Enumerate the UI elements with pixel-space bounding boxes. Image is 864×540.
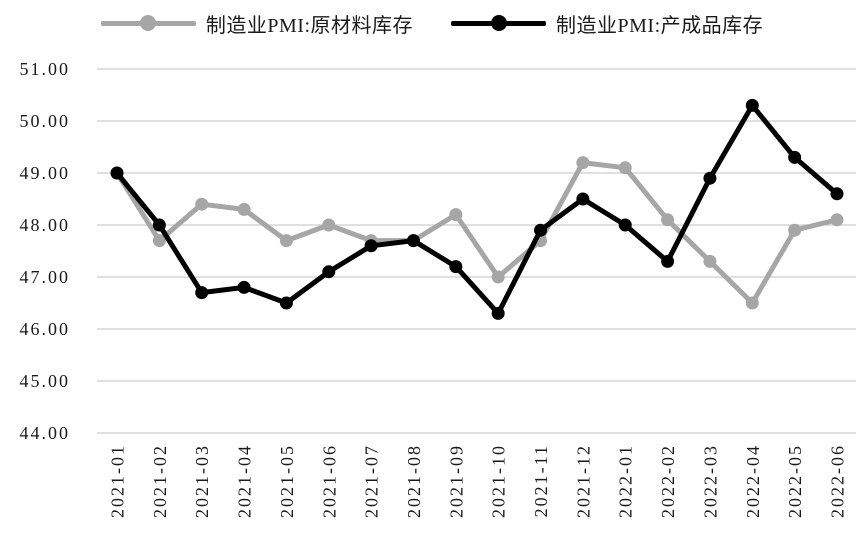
data-point (364, 239, 378, 253)
x-tick-label: 2021-09 (446, 444, 466, 518)
dot-icon (490, 15, 507, 31)
data-point (152, 234, 166, 248)
y-tick-label: 44.00 (20, 423, 71, 443)
data-point (195, 197, 209, 211)
dot-icon (140, 15, 157, 31)
y-tick-label: 47.00 (20, 267, 71, 287)
y-tick-label: 48.00 (20, 215, 71, 235)
data-point (322, 265, 336, 279)
x-tick-label: 2021-07 (362, 444, 382, 518)
data-point (703, 254, 717, 268)
data-point (618, 161, 632, 175)
data-point (237, 280, 251, 294)
data-point (788, 223, 802, 237)
line-dot-marker-icon (451, 15, 546, 31)
data-point (703, 171, 717, 185)
series-line-0 (114, 160, 840, 306)
x-tick-label: 2021-01 (108, 444, 128, 518)
x-tick-label: 2021-04 (235, 444, 255, 518)
data-point (110, 166, 124, 180)
y-tick-label: 50.00 (20, 111, 71, 131)
y-tick-label: 46.00 (20, 319, 71, 339)
legend-item-raw-materials: 制造业PMI:原材料库存 (100, 9, 413, 38)
x-tick-label: 2022-02 (658, 444, 678, 518)
line-dot-marker-icon (100, 15, 196, 31)
data-point (661, 213, 675, 227)
data-point (449, 208, 463, 222)
x-tick-label: 2021-02 (150, 444, 170, 518)
data-point (279, 296, 293, 310)
x-tick-label: 2021-12 (573, 444, 593, 518)
y-tick-label: 45.00 (20, 371, 71, 391)
y-tick-label: 51.00 (20, 59, 71, 79)
x-tick-label: 2021-03 (192, 444, 212, 518)
data-point (788, 150, 802, 164)
data-point (830, 187, 844, 201)
x-tick-label: 2021-05 (277, 444, 297, 518)
data-point (745, 296, 759, 310)
data-point (576, 156, 590, 170)
data-point (534, 223, 548, 237)
x-tick-label: 2022-06 (828, 444, 848, 518)
x-tick-label: 2021-08 (404, 444, 424, 518)
legend-item-finished-goods: 制造业PMI:产成品库存 (451, 9, 763, 38)
data-point (279, 234, 293, 248)
data-point (152, 218, 166, 232)
x-tick-label: 2021-11 (531, 444, 551, 517)
x-tick-label: 2021-06 (319, 444, 339, 518)
chart-legend: 制造业PMI:原材料库存 制造业PMI:产成品库存 (0, 8, 864, 38)
data-point (830, 213, 844, 227)
data-point (449, 260, 463, 274)
series-line-1 (114, 102, 840, 316)
x-tick-label: 2021-10 (489, 444, 509, 518)
legend-label-finished-goods: 制造业PMI:产成品库存 (556, 14, 764, 37)
x-tick-label: 2022-01 (616, 444, 636, 518)
x-tick-label: 2022-03 (700, 444, 720, 518)
data-point (661, 254, 675, 268)
data-point (491, 270, 505, 284)
y-tick-label: 49.00 (20, 163, 71, 183)
legend-label-raw-materials: 制造业PMI:原材料库存 (205, 14, 413, 37)
x-tick-label: 2022-04 (743, 444, 763, 518)
data-point (491, 306, 505, 320)
data-point (237, 202, 251, 216)
data-point (576, 192, 590, 206)
data-point (195, 286, 209, 300)
data-point (406, 234, 420, 248)
x-tick-label: 2022-05 (785, 444, 805, 518)
data-point (618, 218, 632, 232)
data-point (745, 98, 759, 112)
data-point (322, 218, 336, 232)
